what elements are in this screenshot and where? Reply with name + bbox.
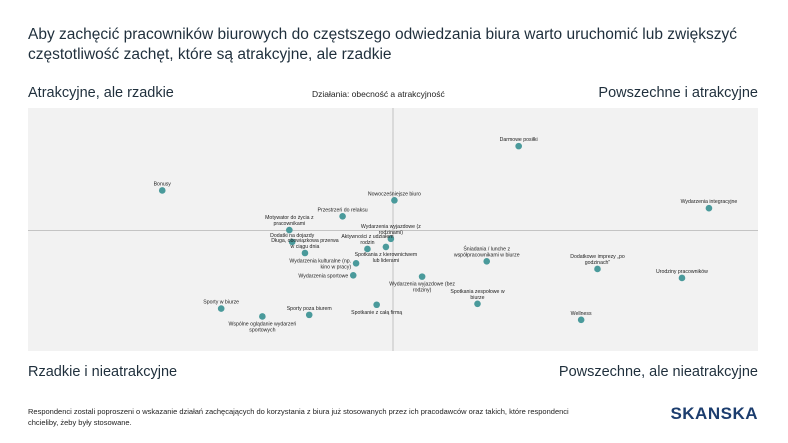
scatter-point — [364, 245, 371, 253]
point-label: Spotkania zespołowe w biurze — [450, 289, 504, 301]
point-label: Aktywności z udziałem rodzin — [341, 234, 393, 246]
point-label: Przestrzeń do relaksu — [318, 207, 368, 213]
scatter-point — [577, 316, 585, 324]
point-label: Urodziny pracowników — [656, 269, 708, 275]
point-label: Wydarzenia wyjazdowe (z rodzinami) — [361, 224, 421, 236]
point-label: Sporty poza biurem — [287, 306, 332, 312]
scatter-point — [349, 271, 357, 279]
point-label: Dodatki na dojazdy — [270, 233, 315, 239]
scatter-point — [339, 213, 346, 220]
point-label: Wydarzenia integracyjne — [681, 199, 738, 205]
scatter-point — [515, 142, 522, 150]
point-label: Spotkania z kierownictwem lub liderami — [355, 252, 418, 264]
point-label: Śniadania / lunche z współpracownikami w … — [454, 244, 520, 258]
point-label: Sporty w biurze — [203, 300, 239, 306]
point-label: Nowocześniejsze biuro — [368, 191, 421, 197]
quadrant-label-top-left: Atrakcyjne, ale rzadkie — [28, 85, 174, 101]
quadrant-label-top-right: Powszechne i atrakcyjne — [598, 85, 758, 101]
headline: Aby zachęcić pracowników biurowych do cz… — [28, 26, 738, 63]
point-label: Wydarzenia kulturalne (np. kino w pracy) — [289, 258, 351, 270]
scatter-point — [474, 300, 481, 308]
scatter-point — [382, 243, 390, 251]
point-label: Dodatkowe imprezy „po godzinach” — [570, 254, 625, 266]
scatter-point — [158, 187, 166, 194]
footnote: Respondenci zostali poproszeni o wskazan… — [28, 407, 569, 427]
chart-title: Działania: obecność a atrakcyjność — [312, 89, 445, 99]
scatter-point — [217, 305, 225, 312]
point-label: Wydarzenia wyjazdowe (bez rodziny) — [389, 282, 455, 294]
quadrant-label-bottom-left: Rzadkie i nieatrakcyjne — [28, 364, 178, 380]
skanska-logo: SKANSKA — [670, 404, 758, 423]
scatter-point — [594, 265, 601, 273]
point-label: Spotkanie z całą firmą — [351, 310, 402, 316]
scatter-point — [305, 311, 313, 319]
scatter-chart: Darmowe posiłki Wydarzenia integracyjne Bo… — [28, 108, 758, 351]
point-label: Długa, obowiązkowa przerwa w ciągu dnia — [271, 238, 339, 250]
scatter-point — [301, 249, 309, 257]
scatter-plot-area: Darmowe posiłki Wydarzenia integracyjne Bo… — [28, 108, 758, 351]
point-label: Wydarzenia sportowe — [298, 273, 348, 279]
scatter-point — [373, 301, 380, 309]
point-label: Bonusy — [154, 181, 172, 187]
point-label: Motywator do życia z pracownikami — [265, 215, 314, 227]
scatter-point — [352, 260, 360, 267]
scatter-point — [288, 238, 296, 246]
point-label: Darmowe posiłki — [500, 137, 538, 143]
quadrant-label-bottom-right: Powszechne, ale nieatrakcyjne — [558, 364, 758, 380]
scatter-point — [705, 204, 713, 212]
scatter-point — [483, 258, 491, 265]
scatter-point — [391, 197, 398, 204]
scatter-point — [418, 273, 426, 280]
scatter-point — [387, 235, 395, 243]
scatter-point — [259, 313, 266, 320]
point-label: Wellness — [571, 311, 592, 317]
point-label: Wspólne oglądanie wydarzeń sportowych — [228, 321, 296, 333]
scatter-point — [286, 226, 293, 234]
scatter-point — [678, 274, 686, 282]
